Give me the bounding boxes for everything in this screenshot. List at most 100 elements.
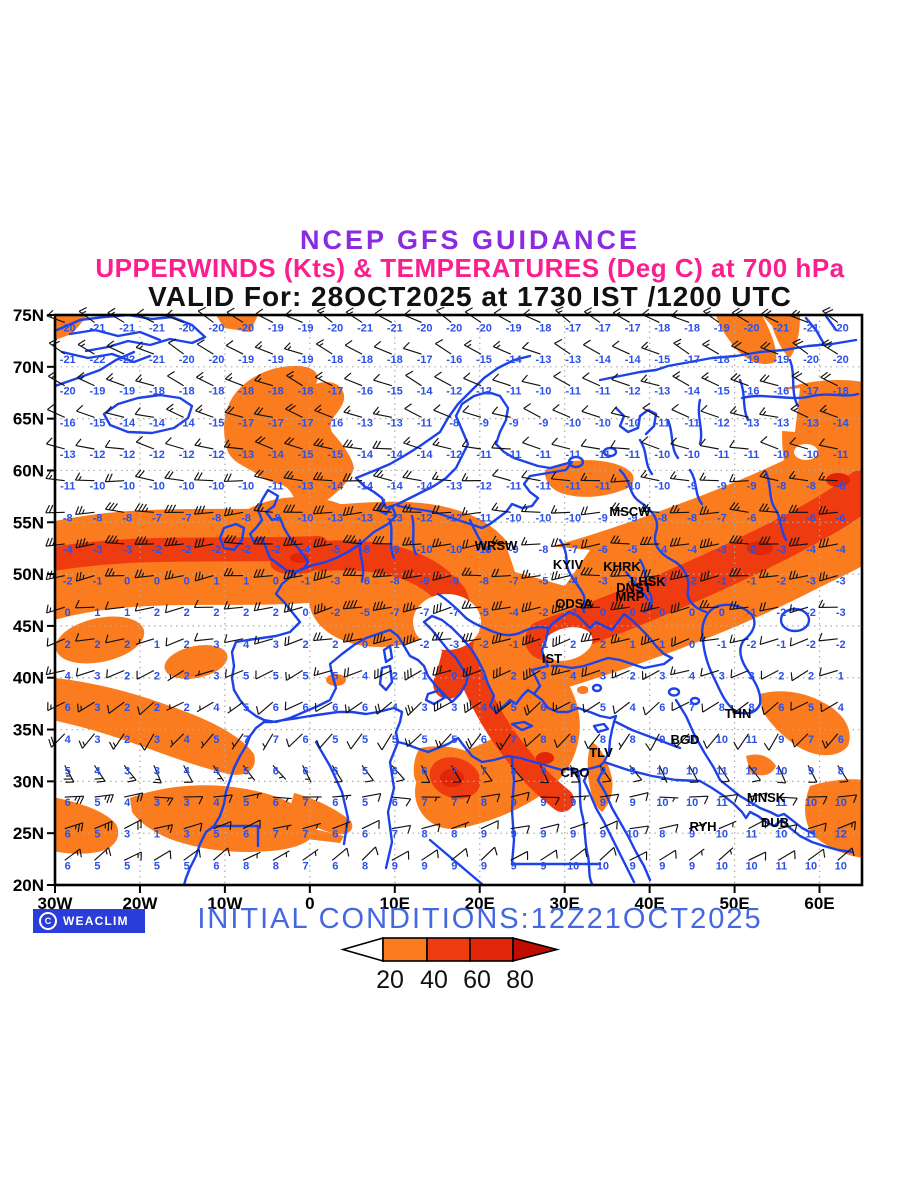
barb-full	[78, 740, 83, 749]
barb-full	[405, 470, 412, 479]
temp-value: 5	[243, 670, 249, 682]
wind-barb	[373, 373, 392, 387]
barb-half	[382, 604, 386, 609]
barb-staff	[165, 443, 184, 450]
temp-value: 4	[570, 670, 577, 682]
temp-value: -12	[417, 512, 433, 524]
barb-staff	[224, 638, 244, 644]
temp-value: 4	[392, 702, 399, 714]
wind-barb	[718, 794, 739, 803]
barb-full	[435, 665, 439, 675]
barb-full	[255, 308, 264, 315]
barb-staff	[610, 606, 630, 611]
barb-half	[468, 571, 472, 576]
temp-value: -9	[747, 481, 757, 493]
barb-half	[732, 637, 736, 643]
barb-staff	[165, 638, 184, 647]
wind-barb	[492, 373, 511, 387]
barb-half	[78, 475, 82, 481]
barb-staff	[491, 606, 511, 611]
temp-value: 4	[213, 702, 220, 714]
barb-full	[257, 407, 264, 415]
wind-barb	[224, 668, 244, 679]
wind-barb	[670, 602, 690, 614]
wind-barb	[106, 340, 125, 355]
wind-barb	[165, 437, 184, 450]
temp-value: -7	[717, 512, 727, 524]
barb-staff	[759, 413, 779, 418]
legend-arrow-right	[512, 936, 561, 963]
temp-value: -18	[327, 354, 343, 366]
barb-staff	[343, 541, 363, 545]
temp-value: 1	[838, 670, 844, 682]
barb-half	[676, 342, 681, 346]
shade-iran-2	[746, 754, 776, 776]
temp-value: 5	[362, 734, 368, 746]
barb-staff	[525, 733, 541, 747]
barb-full	[107, 704, 110, 714]
greenland-coast	[55, 315, 207, 353]
temp-value: 5	[600, 702, 606, 714]
barb-staff	[194, 511, 214, 515]
temp-value: 11	[775, 860, 787, 872]
barb-staff	[346, 701, 363, 714]
wind-barb	[552, 404, 571, 418]
wind-barb	[332, 821, 351, 830]
barb-staff	[123, 851, 142, 861]
temp-value: -13	[803, 417, 819, 429]
barb-full	[644, 635, 647, 644]
barb-half	[524, 540, 528, 545]
temp-value: -6	[747, 512, 757, 524]
barb-half	[672, 797, 676, 802]
wind-barb	[164, 504, 184, 514]
wind-barb	[135, 374, 155, 387]
wind-barb	[748, 819, 767, 830]
temp-value: -11	[655, 417, 670, 429]
barb-full	[587, 599, 592, 609]
shade-balearic-patch	[326, 674, 346, 686]
barb-staff	[522, 442, 541, 450]
barb-half	[590, 603, 594, 608]
barb-half	[349, 476, 353, 482]
barb-full	[818, 599, 824, 608]
barb-full	[75, 506, 80, 515]
temp-value: 6	[362, 702, 368, 714]
wind-barb	[200, 733, 214, 749]
barb-staff	[729, 480, 749, 483]
barb-staff	[583, 701, 601, 713]
temp-value: -11	[536, 481, 551, 493]
wind-barb	[253, 406, 273, 418]
wind-barb	[63, 765, 75, 783]
barb-full	[407, 825, 412, 834]
barb-full	[729, 535, 735, 543]
morocco-atlantic-coast	[182, 720, 266, 885]
barb-staff	[729, 542, 749, 545]
barb-full	[673, 504, 678, 513]
barb-full	[551, 571, 555, 581]
wind-barb	[629, 825, 649, 835]
barb-staff	[402, 543, 422, 546]
barb-staff	[402, 476, 422, 482]
temp-value: 3	[600, 670, 606, 682]
barb-full	[316, 472, 322, 480]
wind-barb	[183, 765, 194, 783]
barb-full	[432, 605, 436, 614]
aral-sea	[779, 607, 811, 633]
barb-staff	[618, 733, 631, 750]
barb-staff	[421, 823, 441, 830]
barb-half	[81, 310, 87, 314]
temp-value: -17	[268, 417, 284, 429]
temp-value: -10	[446, 544, 462, 556]
weaclim-logo[interactable]: C WEACLIM	[33, 909, 145, 933]
barb-full	[342, 534, 349, 543]
barb-full	[253, 569, 258, 578]
wind-barb	[699, 633, 719, 642]
temp-value: 1	[481, 670, 487, 682]
barb-staff	[361, 819, 380, 830]
temp-value: 8	[451, 829, 457, 841]
temp-value: 9	[421, 860, 427, 872]
barb-full	[526, 792, 530, 801]
barb-full	[342, 439, 349, 447]
barb-full	[75, 572, 79, 582]
temp-value: -20	[833, 354, 849, 366]
